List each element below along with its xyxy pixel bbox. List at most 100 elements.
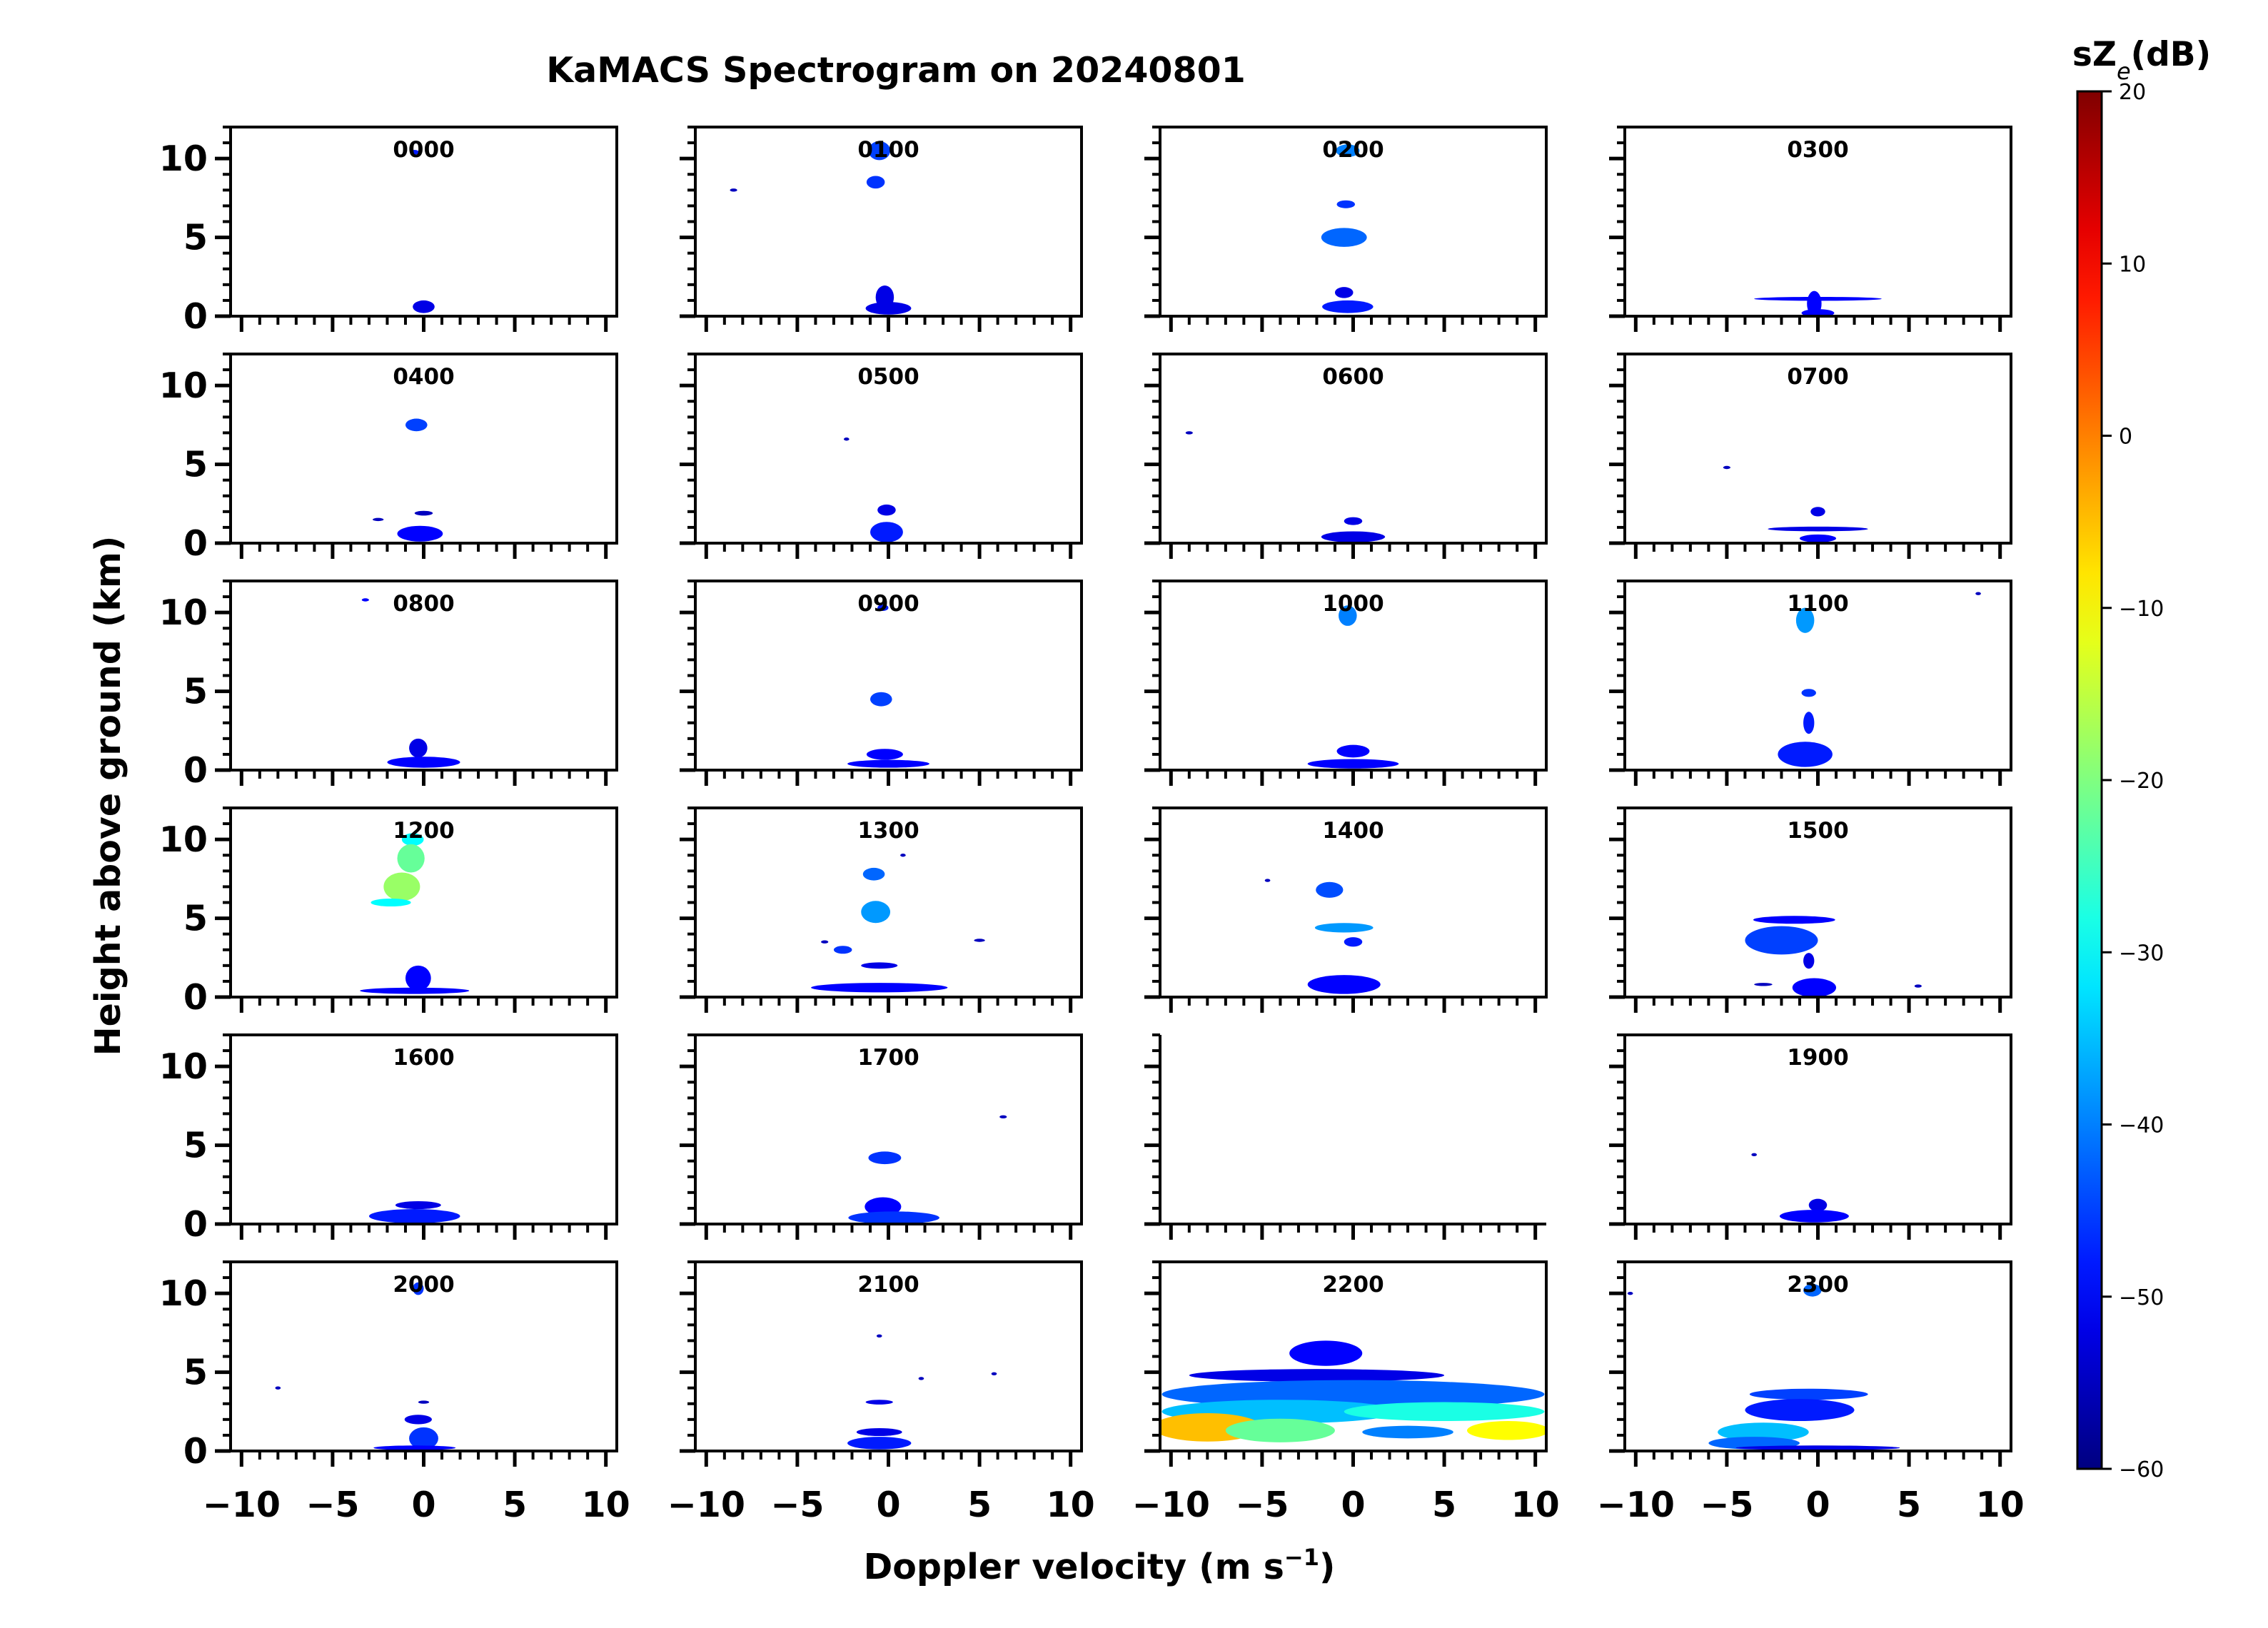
y-tick-label: 5 xyxy=(183,1353,208,1393)
echo-layer xyxy=(373,418,443,542)
echo-blob xyxy=(1801,309,1835,316)
panel-0100: 0100 xyxy=(680,126,1083,332)
y-tick-label: 10 xyxy=(159,592,208,633)
panel-2200: 2200 −10 −5 0 5 10 xyxy=(1132,1260,1560,1525)
echo-blob xyxy=(1336,200,1356,208)
echo-blob xyxy=(361,598,369,602)
echo-blob xyxy=(868,141,891,161)
echo-blob xyxy=(1803,1283,1822,1297)
echo-blob xyxy=(387,757,460,768)
echo-blob xyxy=(1264,879,1271,882)
colorbar-tick-label: −10 xyxy=(2119,597,2164,622)
echo-blob xyxy=(861,901,891,924)
echo-blob xyxy=(1745,1399,1855,1422)
echo-blob xyxy=(1344,517,1363,525)
echo-blob xyxy=(368,1209,460,1223)
echo-blob xyxy=(1189,1369,1445,1382)
echo-blob xyxy=(409,738,428,758)
echo-blob xyxy=(1627,1291,1633,1295)
echo-blob xyxy=(1803,712,1815,734)
echo-blob xyxy=(1723,465,1731,470)
panel-1000: 1000 xyxy=(1144,580,1548,786)
x-tick-label: −5 xyxy=(770,1485,824,1525)
echo-layer xyxy=(730,141,912,315)
panel-time-label: 2000 xyxy=(393,1272,454,1298)
x-tick-label: 5 xyxy=(1897,1485,1921,1525)
panel-time-label: 0500 xyxy=(857,364,919,390)
echo-blob xyxy=(373,517,384,522)
echo-blob xyxy=(833,946,852,954)
x-tick-label: 0 xyxy=(1341,1485,1365,1525)
x-axis-label: Doppler velocity (m s−1) xyxy=(864,1544,1336,1587)
panel-0900: 0900 xyxy=(680,580,1083,786)
y-tick-label: 0 xyxy=(183,1431,208,1472)
echo-blob xyxy=(900,854,906,857)
echo-blob xyxy=(383,872,420,901)
panel-1300: 1300 xyxy=(680,807,1083,1013)
echo-blob xyxy=(1749,1388,1868,1400)
x-tick-label: 0 xyxy=(411,1485,435,1525)
echo-blob xyxy=(1362,1425,1453,1439)
echo-layer xyxy=(1754,290,1882,316)
echo-blob xyxy=(410,150,420,155)
panel-2000: 2000 0 5 10 −10 −5 0 5 10 xyxy=(159,1260,630,1525)
echo-layer xyxy=(360,833,470,994)
panel-empty-18 xyxy=(1144,1033,1546,1240)
echo-blob xyxy=(395,1200,441,1210)
x-tick-label: 10 xyxy=(1511,1485,1560,1525)
echo-blob xyxy=(1799,534,1837,542)
echo-layer xyxy=(1160,1340,1546,1442)
echo-blob xyxy=(397,844,425,873)
echo-blob xyxy=(1322,300,1374,313)
echo-blob xyxy=(275,1386,281,1390)
echo-layer xyxy=(843,438,903,542)
echo-blob xyxy=(1321,531,1386,542)
echo-blob xyxy=(1289,1340,1363,1366)
x-tick-label: −10 xyxy=(203,1485,281,1525)
x-tick-label: 5 xyxy=(1432,1485,1456,1525)
panel-0500: 0500 xyxy=(680,353,1083,559)
colorbar-tick-label: −20 xyxy=(2119,769,2164,794)
echo-blob xyxy=(861,962,898,969)
echo-blob xyxy=(1225,1418,1335,1442)
x-tick-label: 5 xyxy=(967,1485,992,1525)
y-tick-label: 5 xyxy=(183,899,208,939)
echo-blob xyxy=(866,176,885,189)
echo-blob xyxy=(876,1334,882,1338)
echo-blob xyxy=(730,188,737,192)
colorbar-tick-label: −50 xyxy=(2119,1285,2164,1310)
y-axis-label: Height above ground (km) xyxy=(88,536,128,1056)
panel-0400: 0400 0 5 10 xyxy=(159,353,618,564)
echo-blob xyxy=(1801,689,1816,697)
echo-blob xyxy=(1754,983,1773,986)
colorbar-tick-label: 10 xyxy=(2119,252,2146,277)
panel-1200: 1200 0 5 10 xyxy=(159,807,618,1018)
echo-blob xyxy=(373,1445,456,1450)
y-tick-label: 10 xyxy=(159,1046,208,1087)
echo-blob xyxy=(1344,937,1363,947)
x-tick-label: 10 xyxy=(582,1485,630,1525)
panel-time-label: 1500 xyxy=(1787,818,1848,844)
echo-blob xyxy=(847,1437,912,1450)
colorbar-tick-label: −40 xyxy=(2119,1113,2164,1138)
echo-blob xyxy=(862,867,885,881)
panel-time-label: 1600 xyxy=(393,1045,454,1071)
panel-time-label: 1000 xyxy=(1322,591,1384,617)
echo-blob xyxy=(1336,744,1370,758)
echo-blob xyxy=(1339,605,1357,626)
panel-0300: 0300 xyxy=(1609,126,2012,332)
panel-time-label: 0700 xyxy=(1787,364,1848,390)
x-tick-label: −10 xyxy=(1597,1485,1675,1525)
echo-blob xyxy=(877,504,896,516)
colorbar-tick-label: −60 xyxy=(2119,1457,2164,1482)
y-tick-label: 10 xyxy=(159,365,208,406)
echo-blob xyxy=(991,1372,997,1375)
echo-blob xyxy=(405,418,428,432)
echo-layer xyxy=(1723,465,1868,542)
echo-blob xyxy=(413,1282,424,1295)
echo-blob xyxy=(877,605,889,611)
y-tick-label: 10 xyxy=(159,1273,208,1314)
